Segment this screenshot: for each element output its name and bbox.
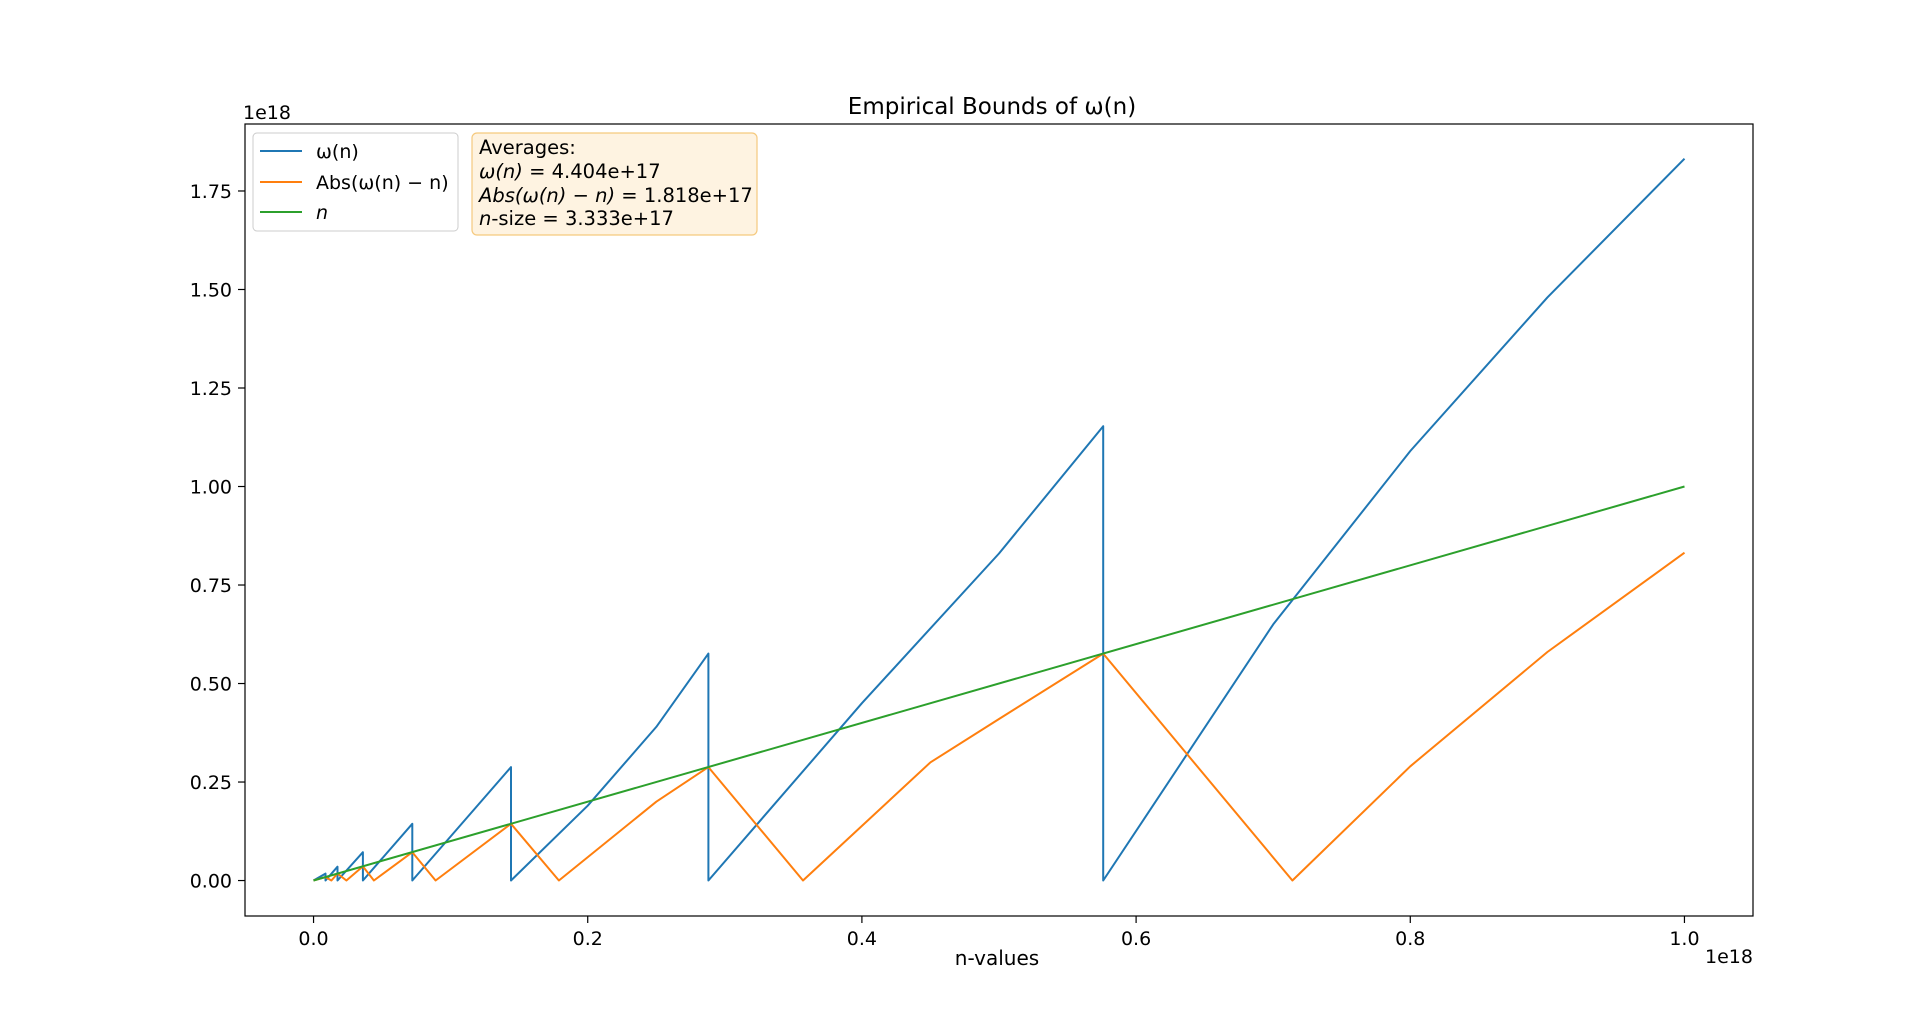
legend-label-abs: Abs(ω(n) − n) xyxy=(316,172,449,194)
x-tick-label: 0.6 xyxy=(1121,928,1151,950)
averages-size-label: n xyxy=(479,207,491,230)
y-axis: 0.00 0.25 0.50 0.75 1.00 1.25 1.50 1.75 xyxy=(190,181,245,893)
chart-title: Empirical Bounds of ω(n) xyxy=(848,94,1136,120)
legend-label-n: n xyxy=(316,202,328,224)
legend: ω(n) Abs(ω(n) − n) n xyxy=(252,132,459,232)
series-layer xyxy=(313,157,1686,882)
averages-heading: Averages: xyxy=(479,136,576,159)
series-line-1 xyxy=(313,551,1686,882)
x-tick-label: 0.4 xyxy=(847,928,877,950)
y-tick-label: 1.25 xyxy=(190,378,232,400)
plot-area xyxy=(244,123,1754,917)
x-tick-label: 0.0 xyxy=(298,928,328,950)
x-axis: 0.0 0.2 0.4 0.6 0.8 1.0 xyxy=(298,916,1700,950)
y-tick-label: 1.00 xyxy=(190,477,232,499)
x-tick-label: 1.0 xyxy=(1669,928,1699,950)
averages-abs-label: Abs(ω(n) − n) xyxy=(477,184,615,207)
y-tick-label: 1.75 xyxy=(190,181,232,203)
y-tick-label: 0.50 xyxy=(190,674,232,696)
averages-omega-value: = 4.404e+17 xyxy=(529,160,661,183)
averages-omega: ω(n) = 4.404e+17 xyxy=(479,160,661,183)
x-tick-label: 0.8 xyxy=(1395,928,1425,950)
averages-abs: Abs(ω(n) − n) = 1.818e+17 xyxy=(477,184,753,207)
averages-box: Averages: ω(n) = 4.404e+17 Abs(ω(n) − n)… xyxy=(471,132,758,236)
averages-size: n-size = 3.333e+17 xyxy=(479,207,674,230)
averages-abs-value: = 1.818e+17 xyxy=(621,184,753,207)
y-offset-label: 1e18 xyxy=(243,102,291,124)
plot-frame xyxy=(244,123,1754,917)
x-tick-label: 0.2 xyxy=(573,928,603,950)
y-tick-label: 0.25 xyxy=(190,772,232,794)
y-tick-label: 0.00 xyxy=(190,871,232,893)
x-axis-label: n-values xyxy=(955,946,1039,970)
y-tick-label: 0.75 xyxy=(190,575,232,597)
series-line-2 xyxy=(313,485,1685,882)
legend-label-omega: ω(n) xyxy=(316,141,359,163)
averages-omega-label: ω(n) xyxy=(479,160,523,183)
averages-size-value: -size = 3.333e+17 xyxy=(491,207,674,230)
series-line-0 xyxy=(313,157,1686,882)
x-offset-label: 1e18 xyxy=(1705,946,1753,968)
y-tick-label: 1.50 xyxy=(190,279,232,301)
legend-frame xyxy=(252,132,459,232)
averages-frame xyxy=(471,132,758,236)
